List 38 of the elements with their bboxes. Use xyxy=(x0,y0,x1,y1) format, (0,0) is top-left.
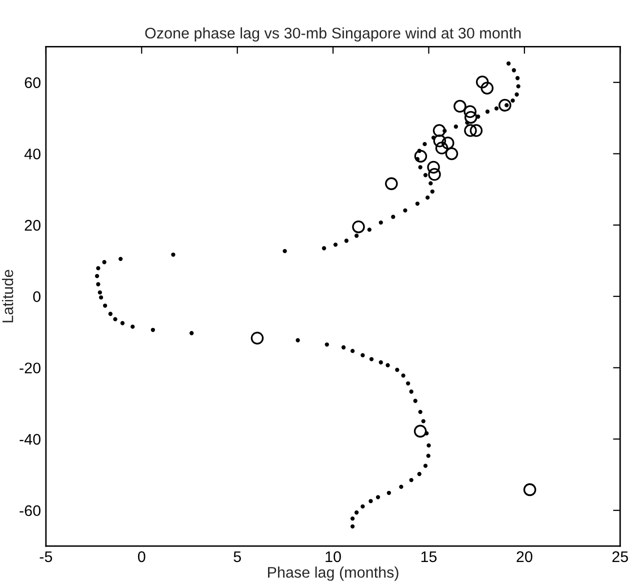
point xyxy=(480,82,494,94)
y-tick-label: -20 xyxy=(20,362,40,374)
x-tick-label: 25 xyxy=(612,551,628,562)
point xyxy=(464,105,476,118)
point xyxy=(498,98,512,112)
x-axis-title: Phase lag (months) xyxy=(268,566,398,581)
point xyxy=(433,134,446,148)
point xyxy=(428,168,441,181)
y-tick-label: 20 xyxy=(24,220,40,231)
x-tick-label: 0 xyxy=(138,551,146,562)
point xyxy=(435,142,448,154)
point xyxy=(414,424,427,438)
point xyxy=(441,136,454,150)
y-axis-title: Latitude xyxy=(2,270,14,322)
point xyxy=(250,332,264,344)
point xyxy=(464,110,478,124)
y-tick-label: -40 xyxy=(20,434,40,445)
y-tick-label: 60 xyxy=(24,77,40,88)
y-tick-label: -60 xyxy=(20,505,40,516)
point xyxy=(464,124,477,137)
x-tick-label: -5 xyxy=(40,551,52,562)
x-tick-label: 20 xyxy=(516,551,532,562)
y-tick-label: 0 xyxy=(33,291,40,302)
point xyxy=(385,177,398,190)
point xyxy=(352,220,365,234)
point xyxy=(432,124,446,137)
point xyxy=(454,100,466,113)
x-tick-label: 5 xyxy=(234,551,241,562)
point xyxy=(476,76,489,88)
point xyxy=(414,150,428,163)
point xyxy=(445,147,458,160)
x-tick-label: 10 xyxy=(326,551,341,562)
point xyxy=(427,160,440,174)
x-tick-label: 15 xyxy=(421,551,437,562)
point xyxy=(523,483,536,496)
chart-title: Ozone phase lag vs 30-mb Singapore wind at 30 month xyxy=(145,27,521,42)
y-tick-label: 40 xyxy=(24,148,40,160)
point xyxy=(470,124,483,137)
